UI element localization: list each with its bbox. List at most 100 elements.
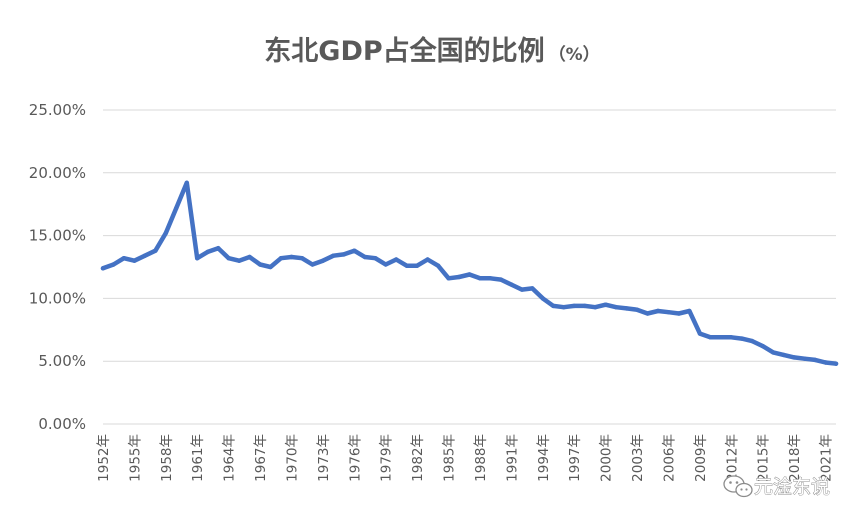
x-tick-label: 1994年 [536, 434, 552, 482]
data-point [498, 277, 504, 282]
data-point [593, 305, 598, 310]
data-point [352, 248, 357, 253]
data-point [163, 230, 168, 236]
data-point [708, 335, 713, 340]
y-tick-label: 20.00% [29, 164, 86, 182]
x-tick-label: 1991年 [504, 434, 520, 482]
watermark-text: 元淦东说 [754, 476, 830, 498]
data-point [739, 336, 744, 341]
data-point [781, 352, 786, 358]
x-tick-label: 1982年 [410, 434, 426, 482]
data-point [362, 254, 367, 260]
data-point [226, 256, 231, 261]
data-point [833, 361, 839, 366]
data-point [582, 303, 587, 309]
x-tick-label: 1985年 [442, 434, 458, 482]
data-point [414, 263, 420, 268]
gridlines [103, 109, 836, 425]
x-tick-label: 1967年 [253, 434, 269, 482]
data-point [519, 287, 525, 292]
data-point [142, 253, 148, 258]
data-point [446, 276, 451, 281]
data-point [236, 258, 242, 263]
data-point [655, 308, 661, 314]
data-point [666, 310, 671, 315]
data-point [603, 302, 608, 307]
x-tick-label: 2018年 [787, 434, 803, 482]
data-point [613, 305, 619, 310]
data-point [174, 205, 179, 211]
data-point [111, 262, 116, 267]
data-point [697, 331, 703, 336]
y-tick-label: 15.00% [29, 227, 86, 245]
y-tick-label: 25.00% [29, 101, 86, 119]
data-point [205, 249, 210, 255]
data-point [676, 311, 682, 316]
data-point [456, 274, 462, 280]
x-tick-label: 1955年 [127, 434, 143, 482]
data-point [530, 286, 535, 291]
x-tick-label: 1961年 [190, 434, 206, 482]
data-point [509, 282, 514, 287]
data-point [802, 356, 807, 361]
x-tick-label: 2021年 [819, 434, 835, 482]
wechat-icon [723, 475, 753, 498]
x-tick-label: 2003年 [630, 434, 646, 482]
data-point [624, 306, 629, 311]
data-point [551, 303, 556, 309]
x-tick-label: 1970年 [284, 434, 300, 482]
data-point [394, 257, 399, 262]
data-point [404, 263, 409, 268]
data-point [425, 257, 430, 262]
data-point [320, 258, 326, 263]
data-point [100, 266, 106, 271]
data-point [278, 256, 284, 261]
data-point [477, 276, 483, 281]
data-point [195, 256, 200, 261]
data-point [216, 246, 221, 251]
data-point [299, 256, 305, 261]
chart-title-unit: （%） [549, 44, 600, 65]
data-point [467, 272, 472, 277]
data-point [687, 308, 692, 314]
data-point [373, 256, 378, 261]
data-point [812, 357, 818, 363]
x-tick-label: 1988年 [473, 434, 489, 482]
data-point [383, 262, 388, 267]
data-point [435, 263, 441, 268]
x-tick-label: 2006年 [661, 434, 677, 482]
data-point [331, 253, 336, 258]
x-tick-label: 1979年 [379, 434, 395, 482]
x-tick-label: 2012年 [724, 434, 740, 482]
data-point [289, 254, 294, 260]
y-tick-label: 5.00% [38, 352, 86, 370]
x-tick-label: 1976年 [347, 434, 363, 482]
series-layer [100, 180, 839, 366]
data-point [132, 258, 137, 263]
data-point [488, 276, 493, 281]
data-point [341, 252, 346, 257]
x-tick-label: 2015年 [756, 434, 772, 482]
x-tick-label: 2009年 [693, 434, 709, 482]
x-tick-label: 1997年 [567, 434, 583, 482]
data-point [791, 355, 797, 360]
data-point [823, 360, 828, 365]
x-tick-label: 1958年 [159, 434, 175, 482]
data-point [184, 180, 189, 185]
chart-title-main: 东北GDP占全国的比例 [264, 35, 544, 67]
chart-title: 东北GDP占全国的比例 （%） [264, 35, 599, 67]
x-tick-label: 1973年 [316, 434, 332, 482]
data-point [572, 303, 577, 309]
data-point [153, 248, 158, 253]
y-axis-ticks: 0.00% 5.00% 10.00% 15.00% 20.00% 25.00% [29, 101, 86, 433]
data-point [750, 338, 755, 344]
data-point [718, 335, 723, 340]
data-point [760, 343, 765, 349]
data-point [645, 311, 650, 316]
x-tick-label: 1952年 [96, 434, 112, 482]
y-tick-label: 10.00% [29, 289, 86, 307]
data-point [268, 264, 273, 270]
x-tick-label: 1964年 [222, 434, 238, 482]
